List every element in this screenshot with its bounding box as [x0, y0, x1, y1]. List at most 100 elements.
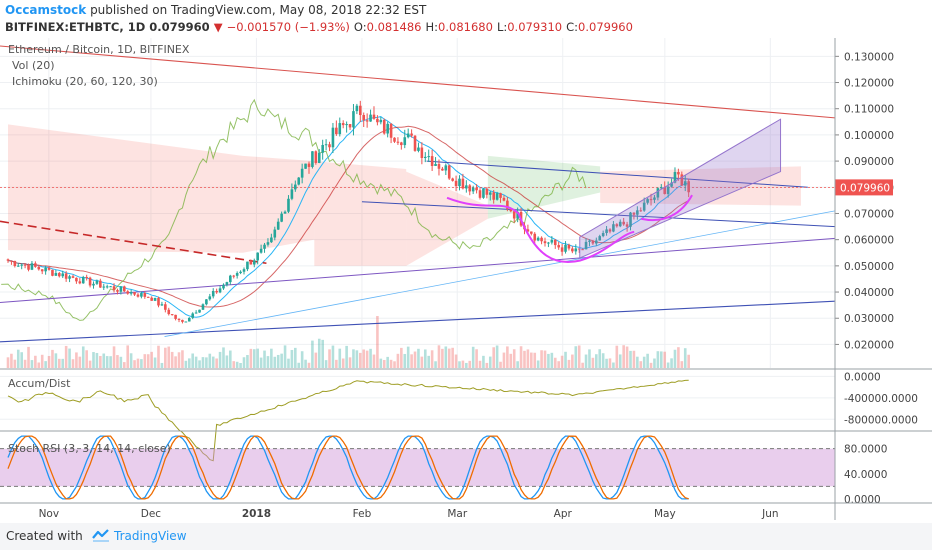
high-label: H: — [425, 20, 439, 34]
volume-bar — [646, 353, 649, 368]
chart-canvas[interactable]: Ethereum / Bitcoin, 1D, BITFINEX Vol (20… — [0, 38, 932, 523]
candle-body — [6, 259, 10, 261]
volume-bar — [242, 357, 246, 368]
candle-body — [656, 188, 660, 198]
candle-body — [437, 163, 441, 169]
volume-bar — [393, 361, 396, 368]
volume-bar — [478, 360, 482, 368]
candle-body — [205, 299, 208, 305]
candle-body — [413, 135, 417, 151]
volume-bar — [557, 361, 560, 368]
candle-body — [23, 264, 27, 266]
candle-body — [345, 124, 348, 126]
candle-body — [471, 187, 475, 192]
volume-bar — [519, 346, 523, 368]
date-tick-label: Mar — [447, 508, 467, 520]
candle-body — [653, 197, 656, 200]
volume-bar — [502, 352, 506, 368]
volume-bar — [512, 349, 516, 368]
candle-body — [588, 240, 591, 242]
candle-body — [294, 184, 297, 190]
candle-body — [235, 273, 239, 276]
tradingview-logo-icon — [92, 529, 109, 542]
volume-bar — [355, 350, 359, 368]
candle-body — [581, 249, 584, 251]
cloud-band — [8, 124, 243, 253]
volume-bar — [270, 348, 273, 368]
volume-bar — [471, 346, 475, 368]
volume-bar — [420, 356, 424, 368]
candle-body — [105, 286, 109, 288]
candle-body — [20, 264, 23, 266]
stoch-rsi-pane[interactable]: Stoch RSI (3, 3, 14, 14, close) — [0, 435, 835, 500]
volume-bar — [362, 349, 366, 368]
volume-bar — [276, 354, 280, 368]
candle-body — [379, 119, 383, 123]
volume-bar — [102, 353, 106, 368]
volume-bar — [437, 345, 441, 368]
volume-bar — [215, 358, 218, 368]
candle-body — [307, 163, 311, 167]
author-link[interactable]: Occamstock — [5, 3, 87, 17]
volume-bar — [167, 346, 171, 368]
candles — [6, 100, 690, 324]
volume-bar — [369, 348, 372, 368]
candle-body — [129, 292, 133, 294]
volume-bar — [341, 358, 345, 368]
candle-body — [465, 185, 468, 189]
candle-body — [512, 211, 516, 219]
volume-bar — [249, 348, 253, 368]
volume-bar — [598, 349, 602, 368]
candle-body — [81, 276, 85, 284]
candle-body — [365, 120, 369, 122]
volume-bar — [140, 359, 143, 368]
candle-body — [629, 212, 632, 227]
volume-bar — [683, 348, 687, 368]
candle-body — [116, 290, 119, 292]
candle-body — [324, 144, 328, 146]
volume-bar — [588, 349, 591, 368]
volume-bar — [174, 356, 177, 368]
date-axis[interactable]: Nov Dec 2018 Feb Mar Apr May Jun — [39, 508, 779, 520]
candle-body — [577, 248, 581, 250]
volume-bar — [95, 352, 99, 368]
volume-bar — [677, 347, 680, 368]
volume-bar — [659, 351, 663, 368]
candle-body — [270, 237, 273, 243]
volume-bar — [164, 347, 167, 368]
tradingview-brand[interactable]: TradingView — [114, 529, 187, 543]
candle-body — [348, 124, 352, 128]
volume-bar — [376, 316, 379, 368]
candle-body — [639, 210, 643, 212]
volume-bar — [324, 360, 328, 368]
candle-body — [242, 269, 246, 272]
volume-bar — [311, 340, 314, 368]
volume-bar — [663, 351, 667, 368]
volume-bar — [92, 352, 95, 368]
volume-bar — [61, 358, 65, 368]
volume-bar — [673, 349, 677, 368]
accum-dist-pane[interactable]: Accum/Dist — [0, 375, 835, 462]
price-pane[interactable]: Ethereum / Bitcoin, 1D, BITFINEX Vol (20… — [0, 38, 836, 368]
volume-bar — [229, 350, 232, 368]
stoch-rsi-legend: Stoch RSI (3, 3, 14, 14, close) — [8, 442, 171, 455]
volume-bar — [321, 339, 324, 368]
price-axis[interactable]: 0.130000 0.120000 0.110000 0.100000 0.090000… — [835, 51, 894, 351]
candle-body — [444, 165, 448, 171]
stoch-tick-label: 0.0000 — [844, 494, 881, 506]
volume-bar — [294, 347, 297, 368]
volume-bar — [150, 351, 153, 368]
candle-body — [680, 174, 684, 186]
candle-body — [10, 260, 13, 262]
vol-legend: Vol (20) — [12, 59, 55, 72]
candle-body — [612, 224, 615, 232]
candle-body — [625, 224, 629, 227]
volume-bar — [417, 348, 420, 368]
stoch-axis[interactable]: 80.0000 40.0000 0.0000 — [844, 444, 887, 506]
candle-body — [54, 273, 58, 276]
volume-bar — [6, 357, 10, 368]
stoch-k-line — [7, 435, 689, 500]
candle-body — [417, 147, 420, 151]
candle-body — [71, 276, 75, 278]
accum-dist-axis[interactable]: 0.0000 -400000.0000 -800000.0000 — [844, 371, 918, 426]
